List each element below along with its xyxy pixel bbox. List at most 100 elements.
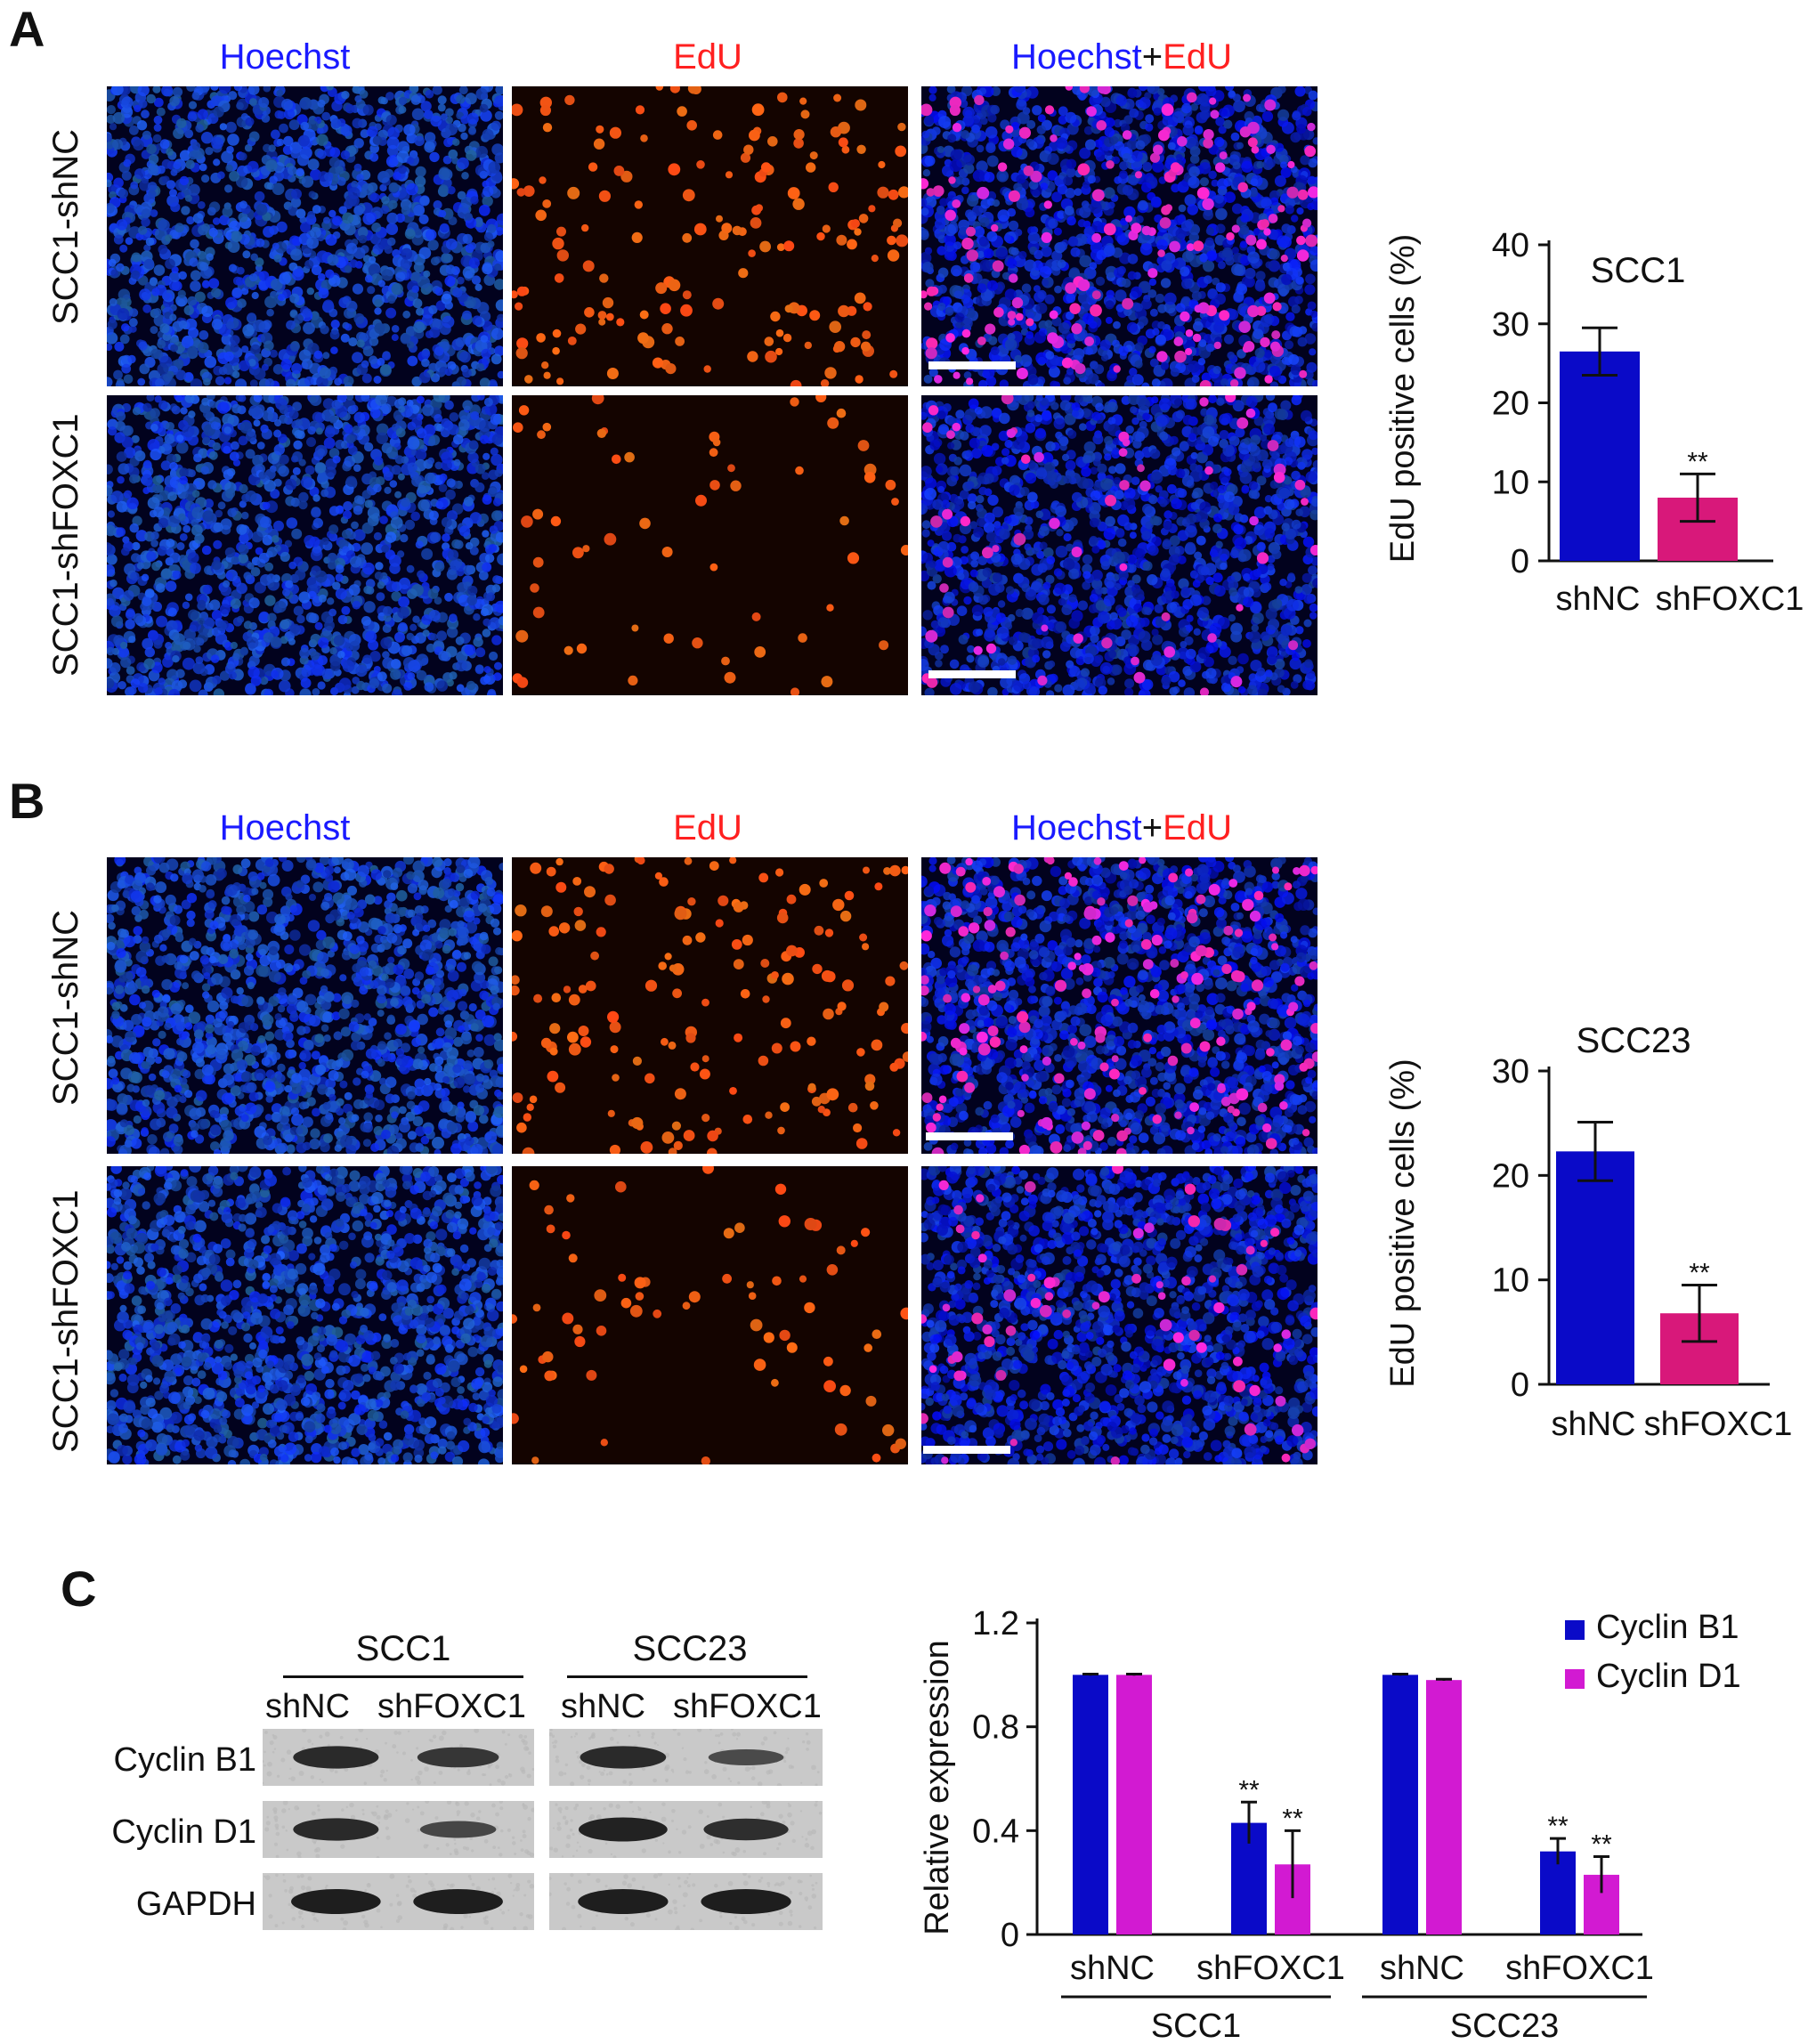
merge-plus-text: + bbox=[1141, 808, 1163, 848]
error-bar bbox=[1550, 1837, 1566, 1865]
chart-b-scc23: SCC23 EdU positive cells (%) 0 10 20 30 shNC **… bbox=[1384, 1021, 1792, 1443]
micrograph-b-shnc-edu bbox=[512, 857, 908, 1154]
blot-strip-cyclin-d1-scc23 bbox=[549, 1801, 823, 1858]
x-tick-label: shFOXC1 bbox=[1505, 1950, 1654, 1987]
merge-edu-text: EdU bbox=[1163, 37, 1232, 77]
micrograph-b-shfoxc1-edu bbox=[512, 1166, 908, 1464]
error-bar bbox=[1126, 1672, 1142, 1676]
bar bbox=[1560, 351, 1640, 561]
merge-edu-text: EdU bbox=[1163, 808, 1232, 848]
merge-plus-text: + bbox=[1141, 37, 1163, 77]
row-label-b-shfoxc1: SCC1-shFOXC1 bbox=[46, 1189, 85, 1453]
error-bar bbox=[1392, 1672, 1408, 1676]
panel-letter-a: A bbox=[9, 1, 45, 57]
y-tick-label: 30 bbox=[1492, 306, 1529, 344]
chart-a-scc1: SCC1 EdU positive cells (%) 0 10 20 30 40 shNC *… bbox=[1384, 227, 1804, 618]
bar bbox=[1073, 1675, 1108, 1934]
y-tick-label: 30 bbox=[1492, 1053, 1529, 1091]
blot-band bbox=[578, 1817, 668, 1842]
y-tick-label: 0 bbox=[1511, 1367, 1529, 1404]
micrograph-a-shnc-merge bbox=[921, 86, 1317, 386]
blot-strip-cyclin-b1-scc23 bbox=[549, 1729, 823, 1786]
bar bbox=[1382, 1675, 1418, 1934]
blot-band bbox=[578, 1889, 669, 1914]
merge-hoechst-text: Hoechst bbox=[1011, 808, 1142, 848]
legend-swatch bbox=[1565, 1669, 1585, 1689]
bar bbox=[1540, 1851, 1576, 1934]
row-label-a-shnc: SCC1-shNC bbox=[46, 128, 85, 325]
micrograph-b-shfoxc1-hoechst bbox=[107, 1166, 503, 1464]
blot-band bbox=[293, 1746, 379, 1769]
significance-label: ** bbox=[1238, 1775, 1260, 1805]
bar bbox=[1116, 1675, 1152, 1934]
blot-row-label-gapdh: GAPDH bbox=[135, 1886, 256, 1923]
blot-row-label-cyclin-d1: Cyclin D1 bbox=[111, 1813, 256, 1851]
error-bar bbox=[1682, 1284, 1717, 1343]
blot-band bbox=[293, 1818, 379, 1841]
significance-label: ** bbox=[1547, 1812, 1569, 1841]
bar bbox=[1556, 1151, 1634, 1384]
blot-strip-cyclin-d1-scc1 bbox=[263, 1801, 534, 1858]
scale-bar bbox=[923, 1446, 1010, 1454]
scale-bar bbox=[928, 361, 1016, 369]
blot-strip-gapdh-scc1 bbox=[263, 1873, 534, 1930]
y-axis-label: EdU positive cells (%) bbox=[1384, 234, 1422, 564]
column-header-edu: EdU bbox=[673, 808, 742, 848]
blot-band bbox=[703, 1818, 789, 1841]
scale-bar bbox=[926, 1132, 1013, 1140]
micrograph-b-shnc-hoechst bbox=[107, 857, 503, 1154]
x-tick-label: shNC bbox=[1070, 1950, 1155, 1987]
y-tick-label: 40 bbox=[1492, 227, 1529, 264]
group-label: SCC23 bbox=[1450, 2008, 1560, 2044]
y-tick-label: 0.8 bbox=[972, 1709, 1019, 1747]
error-bar bbox=[1241, 1800, 1257, 1844]
x-tick-label: shFOXC1 bbox=[1196, 1950, 1345, 1987]
chart-title: SCC23 bbox=[1577, 1021, 1691, 1060]
y-tick-label: 0 bbox=[1511, 543, 1529, 580]
blot-strip-cyclin-b1-scc1 bbox=[263, 1729, 534, 1786]
chart-title: SCC1 bbox=[1591, 251, 1686, 290]
column-header-edu: EdU bbox=[673, 37, 742, 77]
scale-bar bbox=[928, 670, 1016, 678]
blot-lane-label: shFOXC1 bbox=[673, 1688, 822, 1725]
blot-group-underline bbox=[567, 1675, 807, 1678]
significance-label: ** bbox=[1689, 1259, 1710, 1288]
blot-band bbox=[708, 1748, 784, 1766]
x-tick-label: shNC bbox=[1380, 1950, 1464, 1987]
row-label-b-shnc: SCC1-shNC bbox=[46, 909, 85, 1106]
micrograph-b-shfoxc1-merge bbox=[921, 1166, 1317, 1464]
blot-lane-label: shFOXC1 bbox=[377, 1688, 526, 1725]
merge-hoechst-text: Hoechst bbox=[1011, 37, 1142, 77]
y-tick-label: 10 bbox=[1492, 1262, 1529, 1300]
blot-band bbox=[291, 1889, 381, 1914]
error-bar bbox=[1582, 326, 1617, 377]
y-tick-label: 20 bbox=[1492, 385, 1529, 423]
micrograph-a-shfoxc1-edu bbox=[512, 395, 908, 695]
blot-band bbox=[419, 1821, 497, 1838]
panel-letter-c: C bbox=[61, 1561, 97, 1617]
y-axis-label: EdU positive cells (%) bbox=[1384, 1058, 1422, 1388]
row-label-a-shfoxc1: SCC1-shFOXC1 bbox=[46, 413, 85, 677]
column-header-merge: Hoechst+EdU bbox=[921, 808, 1322, 848]
blot-group-scc23: SCC23 bbox=[632, 1629, 748, 1668]
blot-row-label-cyclin-b1: Cyclin B1 bbox=[113, 1741, 257, 1779]
y-tick-label: 1.2 bbox=[972, 1605, 1019, 1642]
y-tick-label: 0.4 bbox=[972, 1813, 1019, 1850]
significance-label: ** bbox=[1591, 1830, 1612, 1860]
blot-band bbox=[413, 1889, 503, 1914]
blot-group-scc1: SCC1 bbox=[355, 1629, 451, 1668]
panel-letter-b: B bbox=[9, 773, 45, 829]
column-header-merge: Hoechst+EdU bbox=[921, 37, 1322, 77]
micrograph-a-shfoxc1-hoechst bbox=[107, 395, 503, 695]
bar bbox=[1426, 1680, 1462, 1934]
error-bar bbox=[1593, 1855, 1609, 1894]
legend-swatch bbox=[1565, 1620, 1585, 1640]
error-bar bbox=[1285, 1829, 1301, 1899]
y-tick-label: 20 bbox=[1492, 1157, 1529, 1195]
y-tick-label: 0 bbox=[1001, 1917, 1019, 1954]
legend-label: Cyclin D1 bbox=[1596, 1658, 1741, 1695]
blot-band bbox=[701, 1889, 791, 1914]
micrograph-a-shfoxc1-merge bbox=[921, 395, 1317, 695]
error-bar bbox=[1082, 1672, 1099, 1676]
y-tick-label: 10 bbox=[1492, 464, 1529, 501]
